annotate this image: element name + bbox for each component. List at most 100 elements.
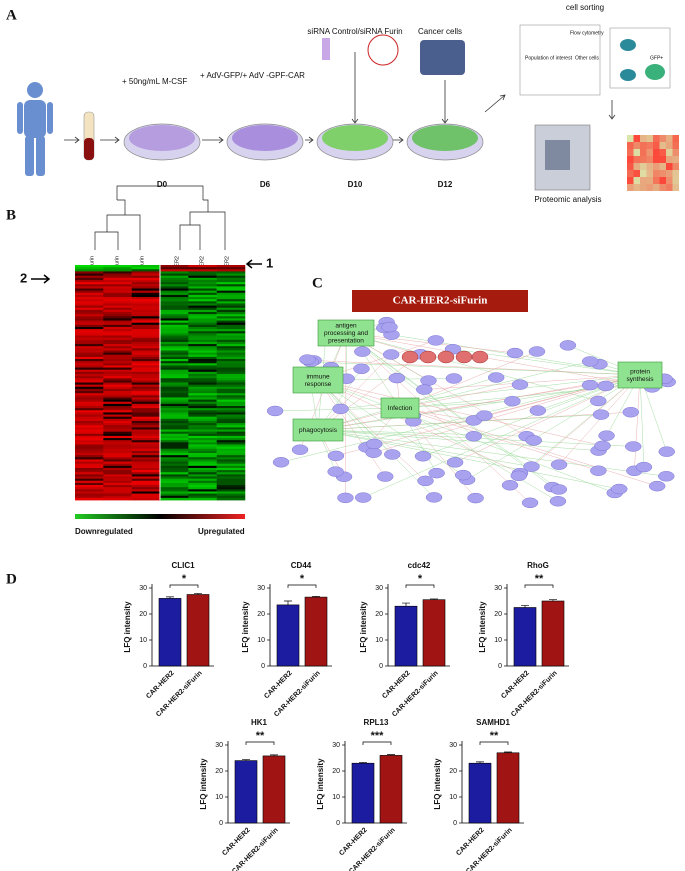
panel-label: B [6,207,16,223]
heat-cell [103,386,132,390]
heat-cell [75,277,104,281]
heat-cell [216,346,246,349]
heat-cell [75,431,104,435]
heat-cell [75,378,104,381]
heat-cell [131,440,161,443]
heat-cell [216,359,246,362]
protein-node [266,405,284,417]
heat-cell [131,305,161,309]
heat-cell [188,307,217,311]
heat-cell [159,318,189,321]
heat-cell [75,376,104,379]
heat-cell [75,380,104,383]
protein-node [590,395,607,407]
protein-node [417,475,434,487]
heat-cell [131,380,161,383]
heat-cell [633,135,640,142]
heat-cell [159,418,189,422]
heat-cell [131,365,161,368]
heat-cell [216,493,246,497]
heat-cell [188,344,217,347]
heat-cell [216,348,246,351]
heat-cell [216,448,246,452]
heat-cell [131,333,161,336]
heat-cell [75,348,104,351]
heat-cell [159,442,189,445]
significance-label: ** [490,730,499,742]
bar [513,607,537,667]
protein-node [521,497,539,508]
heat-cell [75,314,104,317]
heat-cell [103,363,132,366]
edge [317,385,606,431]
heat-cell [188,497,217,501]
heat-cell [216,356,246,360]
heat-cell [103,491,132,494]
heat-cell [159,324,189,328]
heat-cell [188,265,217,268]
heat-cell [188,329,217,332]
heat-cell [216,418,246,422]
heat-cell [131,425,161,428]
heat-cell [103,309,132,313]
heat-cell [131,316,161,319]
heat-cell [75,478,104,482]
heat-cell [75,303,104,306]
heat-cell [103,348,132,351]
furin-node [437,350,455,364]
heat-cell [75,450,104,454]
heat-cell [216,324,246,328]
heat-cell [131,337,161,341]
heat-cell [188,348,217,351]
y-tick-label: 30 [375,585,383,592]
heat-cell [75,269,104,272]
edge [317,379,426,482]
heat-cell [75,282,104,285]
heat-cell [653,163,660,170]
heat-cell [75,354,104,358]
heat-cell [216,322,246,326]
heat-cell [131,354,161,358]
heat-cell [216,329,246,332]
heat-cell [131,277,161,281]
hub-label: antigen processing and presentation [324,322,368,344]
heat-cell [188,269,217,272]
heat-cell [103,461,132,465]
heat-cell [159,329,189,332]
protein-node [506,347,524,359]
heat-cell [75,440,104,443]
heat-cell [216,482,246,486]
heat-cell [103,482,132,486]
heat-cell [159,275,189,279]
heat-cell [627,163,634,170]
heat-cell [188,337,217,341]
protein-node [388,372,406,384]
y-tick-label: 0 [336,820,340,827]
heat-cell [103,410,132,413]
heat-cell [188,487,217,490]
heat-cell [188,431,217,435]
heat-cell [216,344,246,347]
heat-cell [75,455,104,458]
heat-cell [103,361,132,364]
heat-cell [75,388,104,392]
heat-cell [75,326,104,330]
heat-cell [75,369,104,373]
protein-node [581,379,599,391]
heat-cell [75,371,104,375]
protein-node [625,441,642,452]
heat-cell [159,414,189,418]
heat-cell [75,290,104,294]
heat-cell [75,403,104,407]
heat-cell [672,170,679,177]
heat-cell [216,303,246,306]
heat-cell [188,318,217,321]
protein-node [523,461,540,472]
heat-cell [188,322,217,326]
heat-cell [188,491,217,494]
heat-cell [188,273,217,277]
heat-cell [75,438,104,441]
